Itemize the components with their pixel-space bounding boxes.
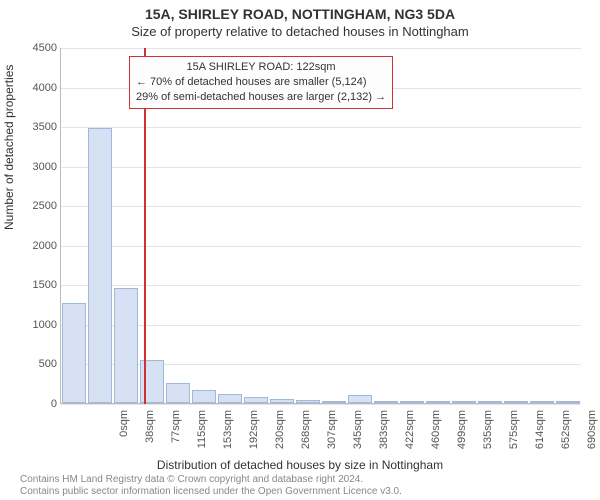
y-axis-label: Number of detached properties [2,65,16,230]
histogram-bar [88,128,113,403]
histogram-bar [192,390,217,403]
y-tick-label: 3000 [19,161,57,173]
annotation-line-1: 15A SHIRLEY ROAD: 122sqm [136,60,386,75]
y-tick-label: 0 [19,398,57,410]
histogram-bar [452,401,477,403]
histogram-bar [114,288,139,403]
gridline [61,206,581,207]
plot-area: 0500100015002000250030003500400045000sqm… [60,48,580,404]
chart-subtitle: Size of property relative to detached ho… [0,24,600,39]
annotation-box: 15A SHIRLEY ROAD: 122sqm← 70% of detache… [129,56,393,109]
y-tick-label: 4000 [19,82,57,94]
x-axis-label: Distribution of detached houses by size … [0,458,600,472]
annotation-line-3: 29% of semi-detached houses are larger (… [136,90,386,105]
gridline [61,167,581,168]
y-tick-label: 1500 [19,279,57,291]
histogram-bar [478,401,503,403]
gridline [61,48,581,49]
y-tick-label: 2500 [19,200,57,212]
y-tick-label: 500 [19,358,57,370]
gridline [61,325,581,326]
histogram-bar [348,395,373,403]
histogram-bar [296,400,321,403]
y-tick-label: 3500 [19,121,57,133]
footer-attribution: Contains HM Land Registry data © Crown c… [20,474,402,498]
histogram-bar [166,383,191,403]
footer-line-2: Contains public sector information licen… [20,486,402,498]
histogram-bar [62,303,87,403]
gridline [61,285,581,286]
histogram-bar [400,401,425,403]
histogram-bar [374,401,399,403]
histogram-bar [322,401,347,403]
annotation-line-2: ← 70% of detached houses are smaller (5,… [136,75,386,90]
histogram-bar [504,401,529,403]
histogram-bar [426,401,451,403]
y-tick-label: 1000 [19,319,57,331]
y-tick-label: 4500 [19,42,57,54]
gridline [61,246,581,247]
gridline [61,404,581,405]
gridline [61,127,581,128]
histogram-bar [270,399,295,403]
histogram-bar [218,394,243,403]
histogram-bar [244,397,269,403]
histogram-bar [556,401,581,403]
y-tick-label: 2000 [19,240,57,252]
footer-line-1: Contains HM Land Registry data © Crown c… [20,474,402,486]
chart-title: 15A, SHIRLEY ROAD, NOTTINGHAM, NG3 5DA [0,6,600,22]
histogram-bar [530,401,555,403]
